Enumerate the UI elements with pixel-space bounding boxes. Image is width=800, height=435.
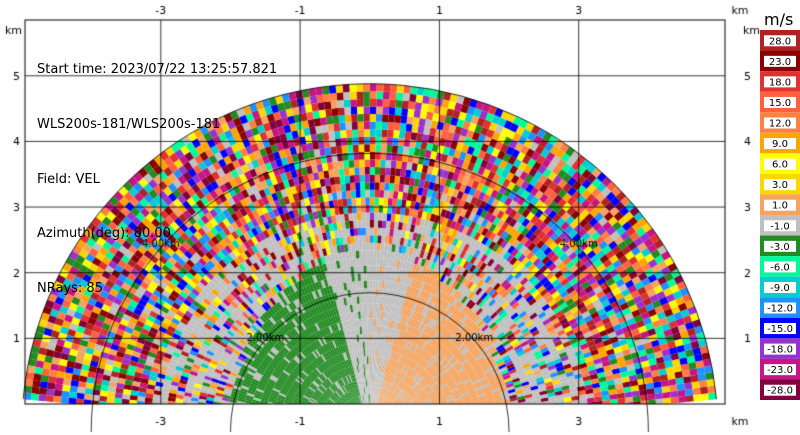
colorbar-tick-label: -15.0	[767, 324, 793, 335]
colorbar-tick-label: 1.0	[772, 201, 788, 212]
colorbar-tick-label: -23.0	[767, 365, 793, 376]
nrays-text: NRays: 85	[37, 280, 103, 296]
colorbar-tick-label: 12.0	[769, 119, 791, 130]
colorbar-tick-label: 28.0	[769, 36, 791, 47]
info-block: Start time: 2023/07/22 13:25:57.821 WLS2…	[37, 25, 277, 334]
colorbar-tick-label: -28.0	[767, 386, 793, 397]
azimuth-text: Azimuth(deg): 80.00	[37, 226, 171, 242]
field-text: Field: VEL	[37, 171, 100, 187]
colorbar-tick-label: -3.0	[770, 242, 790, 253]
start-time-text: Start time: 2023/07/22 13:25:57.821	[37, 62, 278, 78]
colorbar-tick-label: 15.0	[769, 98, 791, 109]
colorbar-tick-label: 6.0	[772, 160, 788, 171]
colorbar-tick-label: -18.0	[767, 345, 793, 356]
instrument-text: WLS200s-181/WLS200s-181	[37, 117, 221, 132]
colorbar-tick-label: -6.0	[770, 262, 790, 273]
colorbar-tick-label: -12.0	[767, 304, 793, 315]
colorbar-unit: m/s	[764, 10, 794, 29]
colorbar: 28.0 23.0 18.0 15.0 12.0 9.0 6.0 3.0 1.0 -1.0 -3.0…	[760, 30, 800, 400]
colorbar-tick-label: 23.0	[769, 57, 791, 68]
colorbar-tick-label: 3.0	[772, 180, 788, 191]
colorbar-tick-label: 9.0	[772, 139, 788, 150]
colorbar-tick-label: 18.0	[769, 77, 791, 88]
colorbar-tick-label: -1.0	[770, 221, 790, 232]
colorbar-tick-label: -9.0	[770, 283, 790, 294]
